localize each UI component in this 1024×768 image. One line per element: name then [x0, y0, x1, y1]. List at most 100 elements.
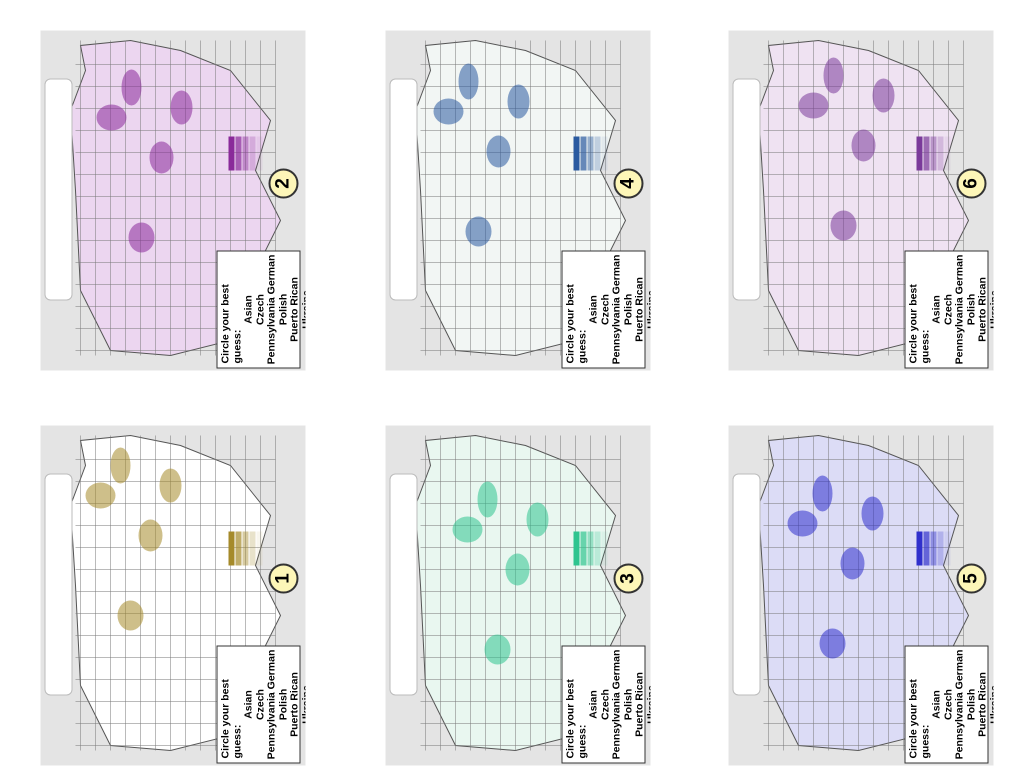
option: Czech	[941, 688, 954, 720]
map-shape	[433, 98, 463, 124]
legend	[916, 531, 950, 565]
option: Pennsylvania German	[953, 649, 965, 759]
map-shape	[798, 92, 828, 118]
blank-box	[732, 473, 760, 695]
blank-box	[389, 78, 417, 300]
map-page: Circle your best guess: Asian Czech Pennsyl…	[40, 30, 305, 370]
option: Asian	[587, 689, 599, 719]
map-shape	[96, 104, 126, 130]
map-shape	[872, 78, 894, 112]
guess-box: Circle your best guess: Asian Czech Pennsyl…	[904, 250, 993, 368]
option: Pennsylvania German	[953, 254, 965, 364]
legend-swatch	[249, 136, 255, 170]
panel-number: 2	[268, 168, 298, 198]
legend-swatch	[242, 531, 248, 565]
legend-swatch	[228, 136, 234, 170]
option: Ukraine	[644, 289, 651, 329]
map-shape	[465, 216, 491, 246]
guess-box: Circle your best guess: Asian Czech Pennsyl…	[216, 645, 305, 763]
panel: Circle your best guess: Asian Czech Pennsyl…	[385, 425, 650, 765]
panel-number: 6	[956, 168, 986, 198]
legend-swatch	[930, 136, 936, 170]
legend-swatch	[930, 531, 936, 565]
map-shape	[110, 447, 130, 483]
map-page: Circle your best guess: Asian Czech Pennsyl…	[728, 425, 993, 765]
panel-number: 4	[613, 168, 643, 198]
legend-swatch	[944, 136, 950, 170]
option: Asian	[242, 294, 254, 324]
option: Polish	[276, 293, 289, 325]
option: Ukraine	[987, 289, 994, 329]
legend-swatch	[580, 531, 586, 565]
legend-swatch	[235, 531, 241, 565]
map-shape	[486, 135, 510, 167]
map-shape	[149, 141, 173, 173]
map-shape	[812, 475, 832, 511]
legend-swatch	[573, 136, 579, 170]
panel-number: 1	[268, 563, 298, 593]
legend-swatch	[594, 136, 600, 170]
prompt: Circle your best guess:	[219, 678, 243, 758]
option: Puerto Rican	[976, 671, 988, 737]
legend-swatch	[944, 531, 950, 565]
legend-swatch	[573, 531, 579, 565]
option: Polish	[621, 293, 634, 325]
map-page: Circle your best guess: Asian Czech Pennsyl…	[728, 30, 993, 370]
map-page: Circle your best guess: Asian Czech Pennsyl…	[40, 425, 305, 765]
option: Pennsylvania German	[265, 254, 277, 364]
legend-swatch	[580, 136, 586, 170]
panel: Circle your best guess: Asian Czech Pennsyl…	[40, 30, 305, 370]
option: Polish	[621, 688, 634, 720]
option: Pennsylvania German	[265, 649, 277, 759]
map-page: Circle your best guess: Asian Czech Pennsyl…	[385, 425, 650, 765]
panel-number: 5	[956, 563, 986, 593]
legend-swatch	[916, 531, 922, 565]
guess-box: Circle your best guess: Asian Czech Pennsyl…	[216, 250, 305, 368]
option: Polish	[964, 293, 977, 325]
legend-swatch	[937, 531, 943, 565]
panel: Circle your best guess: Asian Czech Pennsyl…	[728, 30, 993, 370]
prompt: Circle your best guess:	[564, 283, 588, 363]
prompt: Circle your best guess:	[219, 283, 243, 363]
map-shape	[458, 63, 478, 99]
legend-swatch	[923, 531, 929, 565]
map-shape	[861, 496, 883, 530]
map-shape	[526, 502, 548, 536]
guess-box: Circle your best guess: Asian Czech Pennsyl…	[561, 250, 650, 368]
option: Asian	[930, 689, 942, 719]
panel-number: 3	[613, 563, 643, 593]
map-shape	[452, 516, 482, 542]
option: Asian	[242, 689, 254, 719]
blank-box	[732, 78, 760, 300]
guess-box: Circle your best guess: Asian Czech Pennsyl…	[904, 645, 993, 763]
legend-swatch	[916, 136, 922, 170]
option: Ukraine	[987, 684, 994, 724]
legend-swatch	[249, 531, 255, 565]
option: Puerto Rican	[288, 276, 300, 342]
map-shape	[507, 84, 529, 118]
option: Puerto Rican	[976, 276, 988, 342]
legend-swatch	[601, 531, 607, 565]
blank-box	[44, 78, 72, 300]
map-shape	[128, 222, 154, 252]
legend-swatch	[228, 531, 234, 565]
map-shape	[170, 90, 192, 124]
option: Ukraine	[644, 684, 651, 724]
panel: Circle your best guess: Asian Czech Pennsyl…	[385, 30, 650, 370]
map-shape	[477, 481, 497, 517]
legend	[916, 136, 950, 170]
legend-swatch	[594, 531, 600, 565]
map-shape	[823, 57, 843, 93]
option: Asian	[587, 294, 599, 324]
option: Puerto Rican	[633, 671, 645, 737]
map-shape	[787, 510, 817, 536]
legend	[573, 531, 607, 565]
prompt: Circle your best guess:	[564, 678, 588, 758]
blank-box	[389, 473, 417, 695]
option: Puerto Rican	[288, 671, 300, 737]
map-shape	[830, 210, 856, 240]
option: Czech	[598, 688, 611, 720]
legend-swatch	[256, 531, 262, 565]
option: Polish	[964, 688, 977, 720]
